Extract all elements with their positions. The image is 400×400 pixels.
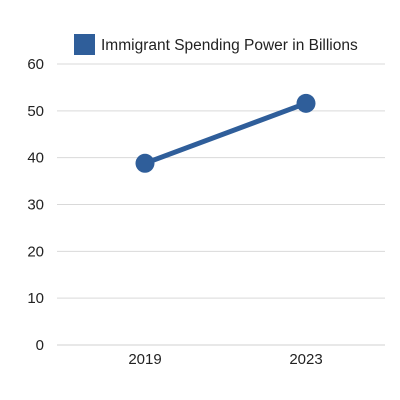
- y-tick-label-50: 50: [27, 103, 44, 120]
- y-tick-label-40: 40: [27, 150, 44, 167]
- legend: Immigrant Spending Power in Billions: [74, 34, 358, 55]
- data-point-2019: [135, 153, 155, 173]
- x-tick-label-2019: 2019: [128, 351, 161, 368]
- y-tick-label-20: 20: [27, 243, 44, 260]
- gridlines: [57, 63, 385, 346]
- legend-swatch: [74, 34, 95, 55]
- y-tick-label-60: 60: [27, 56, 44, 73]
- series-line-0: [142, 100, 309, 166]
- y-tick-label-0: 0: [36, 337, 44, 354]
- y-tick-label-30: 30: [27, 197, 44, 214]
- x-tick-label-2023: 2023: [289, 351, 322, 368]
- series-layer: [135, 93, 316, 173]
- legend-label: Immigrant Spending Power in Billions: [101, 37, 358, 54]
- data-point-2023: [296, 93, 316, 113]
- y-axis-tick-labels: 0 10 20 30 40 50 60: [27, 56, 44, 354]
- x-axis-tick-labels: 2019 2023: [128, 351, 322, 368]
- y-tick-label-10: 10: [27, 290, 44, 307]
